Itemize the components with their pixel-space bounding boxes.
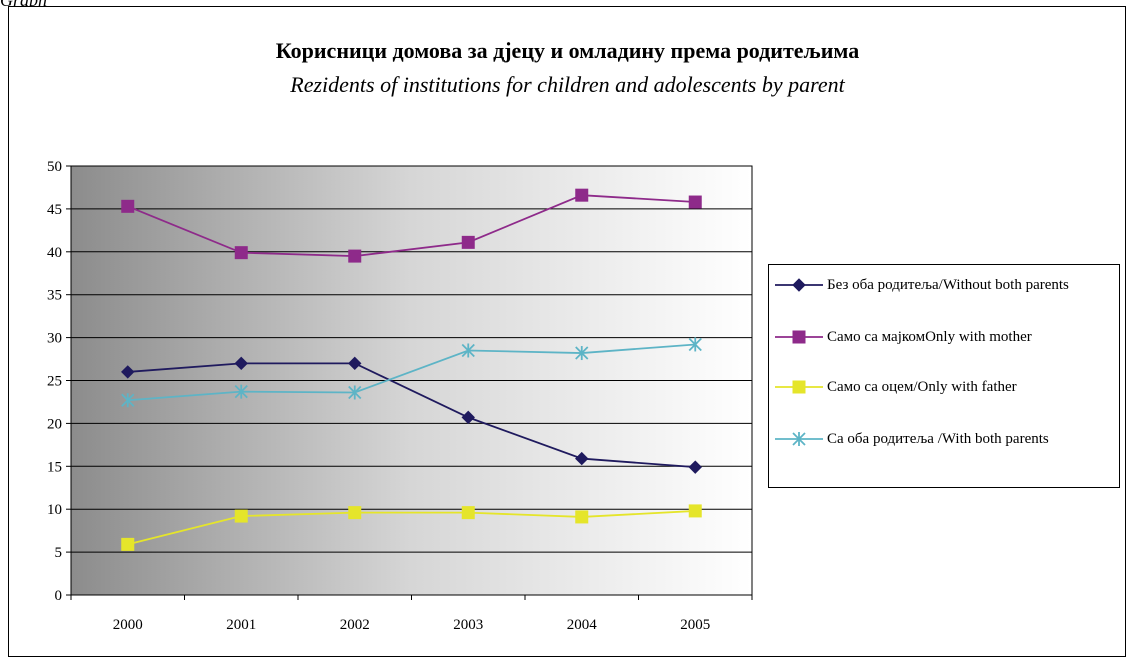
series-line	[127, 194, 696, 257]
legend-item: Само са мајкомOnly with mother	[775, 327, 1115, 347]
data-point	[575, 346, 589, 361]
x-tick-label: 2005	[680, 617, 710, 633]
legend-item: Само са оцем/Only with father	[775, 377, 1115, 397]
y-tick-label: 45	[47, 202, 62, 218]
series-3	[121, 504, 702, 551]
data-point	[121, 393, 135, 408]
legend-marker	[792, 432, 806, 446]
legend-item: Са оба родитеља /With both parents	[775, 429, 1115, 449]
data-point	[461, 410, 475, 425]
corner-label: Graph	[0, 0, 48, 10]
data-point	[121, 537, 135, 551]
series-2	[121, 188, 702, 263]
y-tick-label: 0	[55, 588, 63, 604]
x-tick-label: 2003	[453, 617, 483, 633]
series-line	[127, 510, 696, 546]
data-point	[234, 384, 248, 399]
y-tick-label: 10	[47, 502, 62, 518]
legend-swatch	[775, 278, 823, 292]
legend-swatch	[775, 380, 823, 394]
chart-title: Корисници домова за дјецу и омладину пре…	[275, 38, 860, 63]
legend-label: Само са мајкомOnly with mother	[827, 329, 1032, 345]
x-tick-label: 2000	[113, 617, 143, 633]
series-line	[127, 362, 696, 469]
legend-label: Само са оцем/Only with father	[827, 379, 1017, 395]
data-point	[234, 356, 248, 371]
x-tick-label: 2004	[567, 617, 598, 633]
x-tick-label: 2001	[226, 617, 256, 633]
legend-marker	[792, 330, 806, 344]
data-point	[688, 195, 702, 209]
series-4	[121, 337, 702, 408]
chart-subtitle: Rezidents of institutions for children a…	[290, 72, 845, 97]
data-point	[121, 199, 135, 213]
legend: Без оба родитеља/Without both parents Сам…	[768, 264, 1120, 488]
data-point	[688, 337, 702, 352]
legend-marker	[792, 380, 806, 394]
data-point	[348, 385, 362, 400]
legend-marker	[792, 278, 806, 292]
y-tick-label: 35	[47, 288, 62, 304]
y-tick-label: 5	[55, 545, 63, 561]
legend-swatch	[775, 330, 823, 344]
y-tick-label: 25	[47, 374, 62, 390]
y-tick-label: 50	[47, 159, 62, 175]
data-point	[348, 249, 362, 263]
data-point	[575, 188, 589, 202]
data-point	[461, 235, 475, 249]
series-line	[127, 343, 696, 402]
data-point	[688, 460, 702, 474]
data-point	[234, 509, 248, 523]
data-point	[234, 246, 248, 260]
data-point	[121, 365, 135, 379]
y-tick-label: 15	[47, 459, 62, 475]
legend-label: Без оба родитеља/Without both parents	[827, 277, 1069, 293]
data-point	[688, 504, 702, 518]
data-point	[461, 343, 475, 358]
legend-label: Са оба родитеља /With both parents	[827, 431, 1049, 447]
data-point	[461, 506, 475, 520]
series-1	[121, 356, 702, 474]
y-tick-label: 40	[47, 245, 62, 261]
x-tick-label: 2002	[340, 617, 370, 633]
data-point	[575, 510, 589, 524]
data-point	[348, 506, 362, 520]
legend-swatch	[775, 432, 823, 446]
legend-item: Без оба родитеља/Without both parents	[775, 275, 1115, 295]
data-point	[348, 356, 362, 371]
data-point	[575, 451, 589, 466]
y-tick-label: 30	[47, 331, 62, 347]
y-tick-label: 20	[47, 416, 62, 432]
